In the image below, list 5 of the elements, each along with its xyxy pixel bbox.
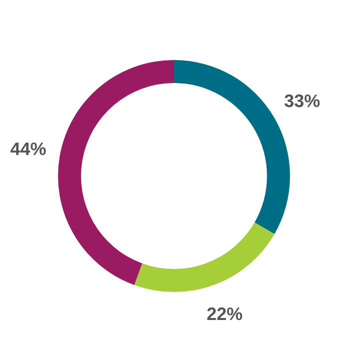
donut-slice: [58, 60, 174, 286]
donut-slice: [134, 222, 274, 292]
data-label: 44%: [10, 139, 46, 160]
data-label: 33%: [284, 90, 320, 111]
data-label: 22%: [206, 304, 243, 324]
